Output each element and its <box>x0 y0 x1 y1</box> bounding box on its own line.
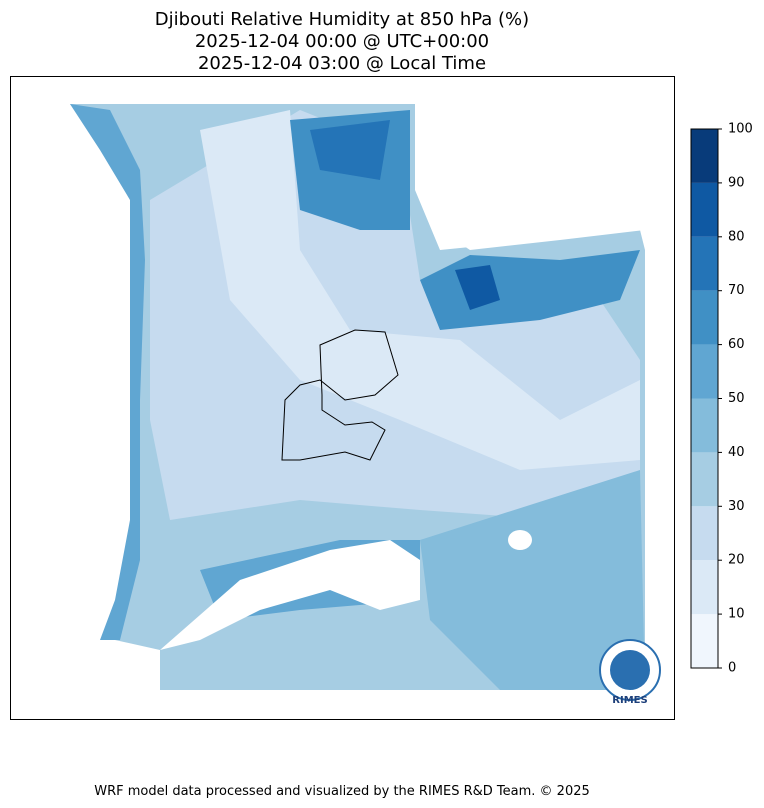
footer: WRF model data processed and visualized … <box>94 784 590 799</box>
colorbar-band <box>691 506 718 561</box>
colorbar-tick-label: 100 <box>728 122 753 137</box>
colorbar-band <box>691 614 718 668</box>
colorbar-band <box>691 560 718 615</box>
colorbar: 0 10 20 30 40 50 60 70 80 90 100 <box>690 122 753 676</box>
masked <box>508 530 532 550</box>
field <box>200 110 640 470</box>
field <box>70 104 145 640</box>
colorbar-tick-label: 90 <box>728 175 745 190</box>
field <box>310 120 390 180</box>
colorbar-tick-label: 40 <box>728 445 745 460</box>
masked <box>415 104 645 215</box>
colorbar-band <box>691 452 718 507</box>
colorbar-band <box>691 236 718 291</box>
masked <box>160 540 420 650</box>
colorbar-band <box>691 129 718 183</box>
colorbar-band <box>691 290 718 345</box>
logo-globe <box>610 650 650 690</box>
colorbar-band <box>691 182 718 237</box>
title-line: 2025-12-04 00:00 @ UTC+00:00 <box>195 31 489 52</box>
colorbar-tick-label: 50 <box>728 391 745 406</box>
border <box>281 329 399 461</box>
colorbar-tick-label: 60 <box>728 337 745 352</box>
title-line: Djibouti Relative Humidity at 850 hPa (%… <box>155 9 529 30</box>
masked <box>440 210 645 250</box>
colorbar-tick-label: 70 <box>728 283 745 298</box>
field <box>455 265 500 310</box>
logo: RIMES <box>599 639 661 706</box>
title-line: 2025-12-04 03:00 @ Local Time <box>198 53 486 74</box>
colorbar-tick-label: 30 <box>728 499 745 514</box>
field <box>420 470 645 690</box>
colorbar-band <box>691 398 718 453</box>
colorbar-band <box>691 344 718 399</box>
logo-text: RIMES <box>612 695 647 706</box>
colorbar-tick-label: 80 <box>728 229 745 244</box>
colorbar-tick-label: 20 <box>728 553 745 568</box>
colorbar-tick-label: 0 <box>728 661 736 676</box>
map: RIMES <box>10 76 675 720</box>
colorbar-tick-label: 10 <box>728 607 745 622</box>
